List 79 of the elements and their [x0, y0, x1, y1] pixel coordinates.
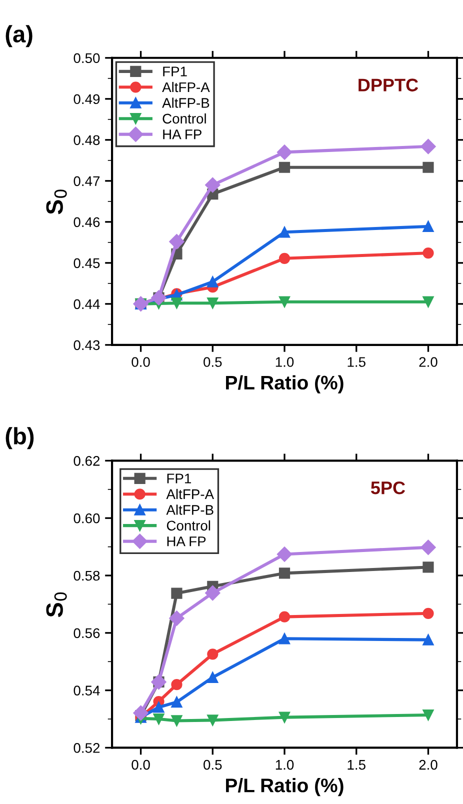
x-tick-label: 0.5: [204, 760, 222, 770]
y-tick-label: 0.47: [74, 176, 100, 186]
y-tick-label: 0.43: [74, 340, 100, 350]
y-axis-title: S$_{0}$: [46, 592, 67, 618]
point: [422, 608, 434, 619]
point: [207, 276, 218, 288]
point: [171, 679, 182, 690]
point: [205, 585, 220, 601]
x-tick-label: 1.5: [348, 357, 366, 367]
point: [276, 546, 292, 562]
point: [422, 220, 434, 232]
point: [278, 226, 290, 238]
legend-label: FP1: [167, 474, 192, 484]
point: [278, 712, 290, 723]
x-tick-label: 0.0: [132, 760, 150, 770]
y-axis-title: S$_{0}$: [46, 190, 67, 214]
point: [171, 298, 182, 309]
y-tick-label: 0.62: [74, 456, 100, 466]
legend-label: Control: [162, 113, 206, 124]
point: [422, 162, 434, 173]
x-tick-label: 0.5: [204, 357, 222, 367]
annotation: 5PC: [370, 481, 406, 494]
legend-label: Control: [166, 520, 210, 531]
y-tick-label: 0.44: [74, 299, 100, 310]
legend-label: AltFP-A: [166, 488, 214, 500]
y-tick-label: 0.52: [74, 743, 100, 753]
point: [153, 702, 164, 713]
x-tick-label: 1.0: [276, 760, 294, 770]
point: [207, 714, 218, 726]
point: [207, 648, 218, 660]
y-tick-label: 0.49: [74, 94, 100, 104]
y-tick-label: 0.58: [74, 570, 100, 581]
point: [422, 709, 434, 721]
point: [278, 162, 290, 173]
legend-label: HA FP: [163, 130, 202, 140]
chart-title: (a): [6, 25, 32, 48]
y-tick-label: 0.50: [74, 53, 100, 64]
point: [205, 177, 220, 193]
point: [207, 672, 218, 683]
legend-label: AltFP-B: [162, 98, 210, 108]
point: [422, 634, 434, 646]
point: [207, 298, 218, 309]
x-tick-label: 2.0: [419, 760, 438, 770]
point: [171, 715, 182, 726]
x-axis-title: P/L Ratio (%): [226, 375, 344, 394]
point: [278, 568, 290, 579]
y-tick-label: 0.45: [74, 258, 100, 268]
legend-label: FP1: [163, 66, 187, 76]
point: [153, 713, 164, 725]
y-tick-label: 0.46: [74, 217, 100, 228]
y-tick-label: 0.48: [74, 135, 100, 146]
point: [278, 296, 290, 308]
point: [420, 540, 436, 555]
x-tick-label: 2.0: [419, 357, 438, 367]
x-tick-label: 1.5: [348, 760, 366, 770]
x-tick-label: 0.0: [132, 357, 150, 367]
point: [420, 138, 436, 154]
point: [278, 252, 290, 264]
point: [133, 705, 148, 721]
legend-label: HA FP: [167, 536, 206, 546]
legend-label: AltFP-A: [162, 82, 210, 92]
point: [171, 696, 182, 708]
chart-title: (b): [6, 427, 34, 450]
point: [169, 234, 184, 250]
annotation: DPPTC: [358, 78, 418, 92]
point: [171, 588, 182, 599]
point: [169, 610, 184, 626]
point: [276, 144, 292, 160]
y-tick-label: 0.56: [74, 628, 100, 638]
point: [278, 633, 290, 644]
x-axis-title: P/L Ratio (%): [226, 778, 344, 796]
point: [422, 248, 434, 259]
legend-label: AltFP-B: [166, 504, 214, 515]
point: [422, 562, 434, 573]
point: [278, 611, 290, 622]
x-tick-label: 1.0: [276, 357, 294, 367]
y-tick-label: 0.54: [74, 686, 100, 696]
point: [422, 296, 434, 308]
y-tick-label: 0.60: [74, 513, 100, 524]
